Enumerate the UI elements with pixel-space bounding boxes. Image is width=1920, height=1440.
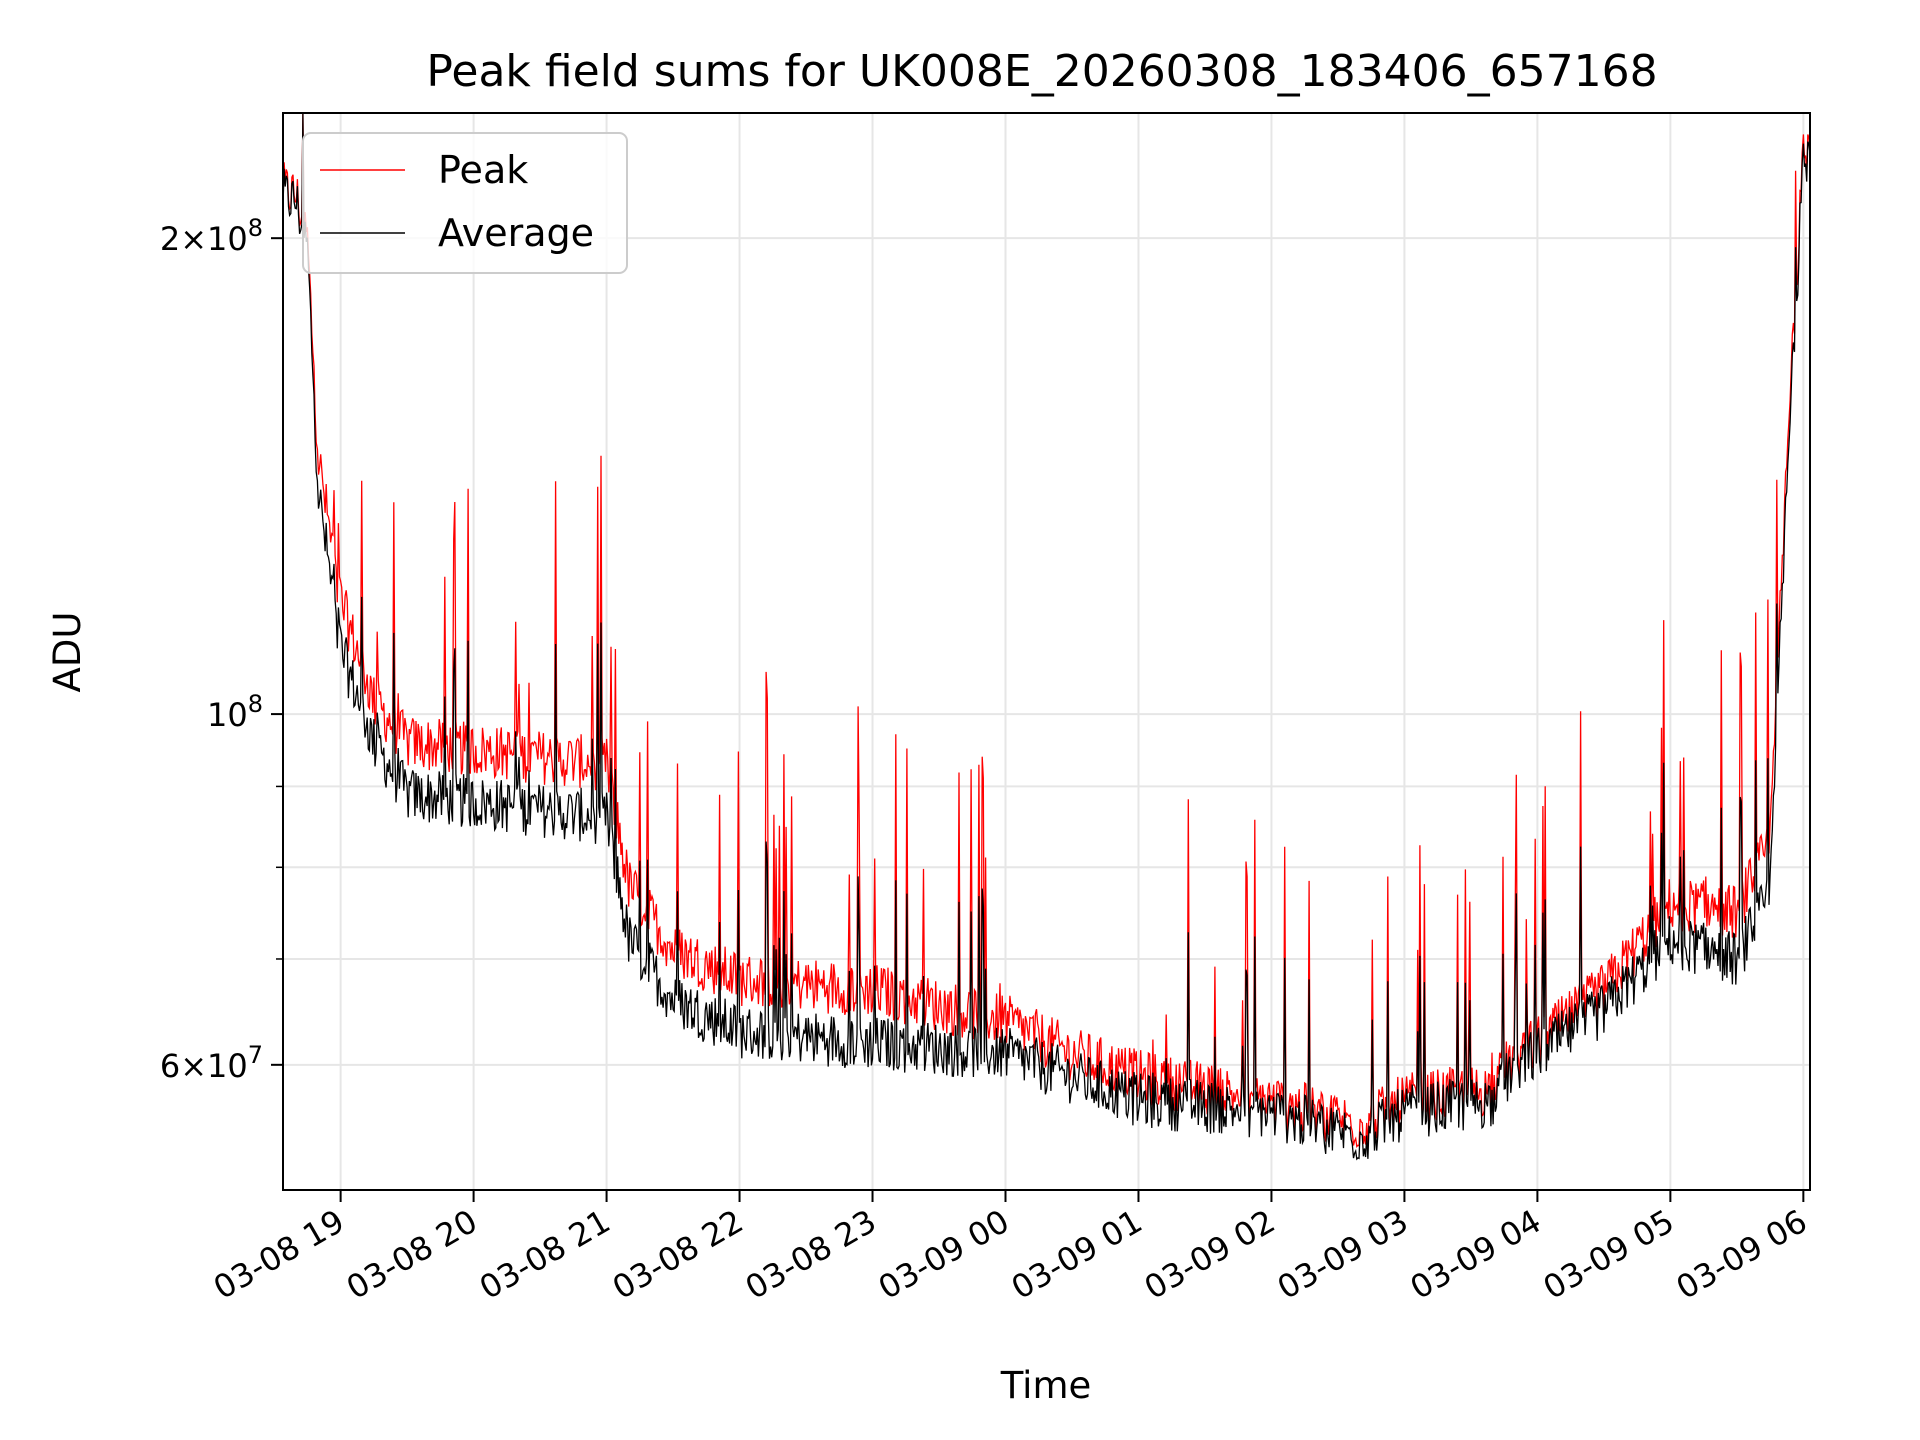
y-axis-label: ADU [46, 612, 89, 693]
legend-box [302, 132, 628, 274]
average-line [282, 112, 1811, 1161]
y-tick-label: 6×107 [160, 1041, 263, 1085]
legend: Peak Average [302, 132, 628, 274]
chart-title: Peak field sums for UK008E_20260308_1834… [426, 46, 1657, 97]
peak-line [282, 112, 1811, 1148]
series-peak [282, 112, 1811, 1148]
legend-average-label: Average [438, 211, 594, 255]
plot-frame [282, 112, 1811, 1191]
series-average [282, 112, 1811, 1161]
x-axis-label: Time [1000, 1364, 1092, 1407]
y-tick-label: 2×108 [160, 214, 263, 258]
grid [283, 113, 1810, 1190]
legend-peak-label: Peak [438, 148, 528, 192]
